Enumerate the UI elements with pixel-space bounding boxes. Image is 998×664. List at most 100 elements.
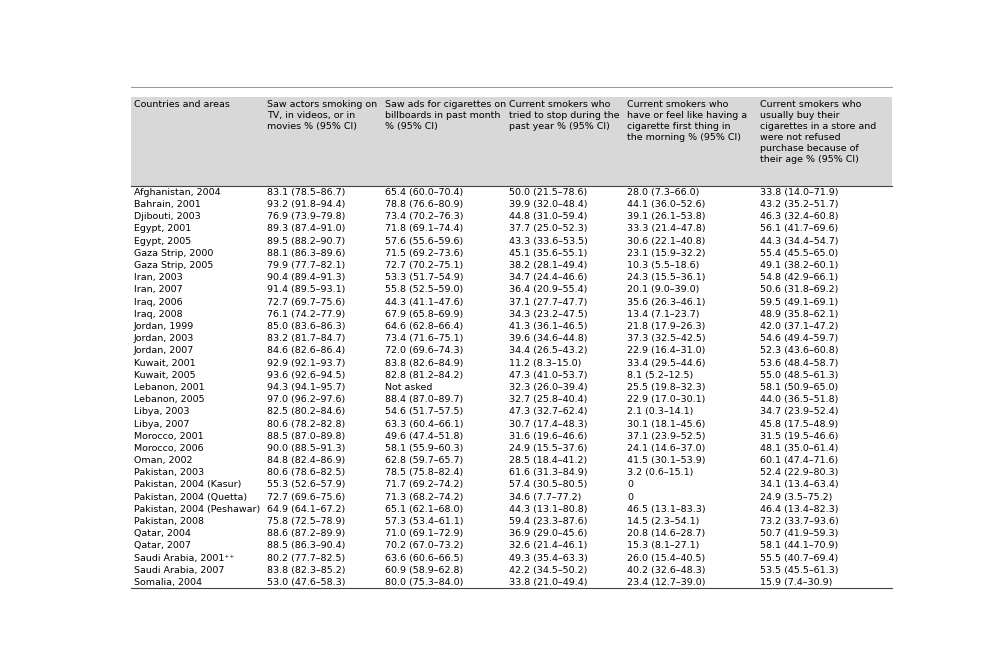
Text: 35.6 (26.3–46.1): 35.6 (26.3–46.1) bbox=[627, 297, 706, 307]
Text: 36.4 (20.9–55.4): 36.4 (20.9–55.4) bbox=[509, 286, 588, 294]
Text: 37.7 (25.0–52.3): 37.7 (25.0–52.3) bbox=[509, 224, 588, 234]
Text: 60.1 (47.4–71.6): 60.1 (47.4–71.6) bbox=[760, 456, 838, 465]
Text: 88.5 (86.3–90.4): 88.5 (86.3–90.4) bbox=[267, 541, 345, 550]
Text: Saw ads for cigarettes on
billboards in past month
% (95% CI): Saw ads for cigarettes on billboards in … bbox=[385, 100, 506, 131]
Text: 39.6 (34.6–44.8): 39.6 (34.6–44.8) bbox=[509, 334, 588, 343]
Text: 39.1 (26.1–53.8): 39.1 (26.1–53.8) bbox=[627, 212, 706, 221]
Text: Egypt, 2001: Egypt, 2001 bbox=[134, 224, 192, 234]
Text: 53.5 (45.5–61.3): 53.5 (45.5–61.3) bbox=[760, 566, 839, 575]
Text: Libya, 2007: Libya, 2007 bbox=[134, 420, 190, 428]
Text: Oman, 2002: Oman, 2002 bbox=[134, 456, 193, 465]
Text: 64.9 (64.1–67.2): 64.9 (64.1–67.2) bbox=[267, 505, 345, 514]
Text: 97.0 (96.2–97.6): 97.0 (96.2–97.6) bbox=[267, 395, 345, 404]
Text: 40.2 (32.6–48.3): 40.2 (32.6–48.3) bbox=[627, 566, 706, 575]
Text: 52.3 (43.6–60.8): 52.3 (43.6–60.8) bbox=[760, 347, 839, 355]
Bar bbox=[131, 381, 892, 393]
Bar bbox=[131, 308, 892, 320]
Text: 34.1 (13.4–63.4): 34.1 (13.4–63.4) bbox=[760, 481, 839, 489]
Text: 56.1 (41.7–69.6): 56.1 (41.7–69.6) bbox=[760, 224, 838, 234]
Text: 71.7 (69.2–74.2): 71.7 (69.2–74.2) bbox=[385, 481, 463, 489]
Bar bbox=[131, 515, 892, 527]
Bar bbox=[131, 454, 892, 467]
Text: Pakistan, 2003: Pakistan, 2003 bbox=[134, 468, 205, 477]
Text: 53.6 (48.4–58.7): 53.6 (48.4–58.7) bbox=[760, 359, 838, 368]
Text: 55.4 (45.5–65.0): 55.4 (45.5–65.0) bbox=[760, 249, 838, 258]
Text: 10.3 (5.5–18.6): 10.3 (5.5–18.6) bbox=[627, 261, 700, 270]
Text: 88.5 (87.0–89.8): 88.5 (87.0–89.8) bbox=[267, 432, 345, 441]
Text: 71.8 (69.1–74.4): 71.8 (69.1–74.4) bbox=[385, 224, 463, 234]
Text: 33.8 (21.0–49.4): 33.8 (21.0–49.4) bbox=[509, 578, 588, 587]
Bar bbox=[131, 186, 892, 199]
Text: 72.7 (69.7–75.6): 72.7 (69.7–75.6) bbox=[267, 297, 345, 307]
Bar bbox=[131, 418, 892, 430]
Bar bbox=[131, 393, 892, 406]
Text: 83.8 (82.6–84.9): 83.8 (82.6–84.9) bbox=[385, 359, 463, 368]
Bar bbox=[131, 491, 892, 503]
Text: 42.2 (34.5–50.2): 42.2 (34.5–50.2) bbox=[509, 566, 588, 575]
Text: 30.1 (18.1–45.6): 30.1 (18.1–45.6) bbox=[627, 420, 706, 428]
Text: Kuwait, 2005: Kuwait, 2005 bbox=[134, 371, 196, 380]
Text: Jordan, 2007: Jordan, 2007 bbox=[134, 347, 195, 355]
Text: 53.0 (47.6–58.3): 53.0 (47.6–58.3) bbox=[267, 578, 345, 587]
Text: 30.6 (22.1–40.8): 30.6 (22.1–40.8) bbox=[627, 236, 706, 246]
Text: 22.9 (16.4–31.0): 22.9 (16.4–31.0) bbox=[627, 347, 706, 355]
Text: 55.3 (52.6–57.9): 55.3 (52.6–57.9) bbox=[267, 481, 345, 489]
Bar bbox=[131, 442, 892, 454]
Text: 80.0 (75.3–84.0): 80.0 (75.3–84.0) bbox=[385, 578, 463, 587]
Text: 88.4 (87.0–89.7): 88.4 (87.0–89.7) bbox=[385, 395, 463, 404]
Text: 34.3 (23.2–47.5): 34.3 (23.2–47.5) bbox=[509, 310, 588, 319]
Text: 31.6 (19.6–46.6): 31.6 (19.6–46.6) bbox=[509, 432, 588, 441]
Text: 46.5 (13.1–83.3): 46.5 (13.1–83.3) bbox=[627, 505, 706, 514]
Text: Current smokers who
usually buy their
cigarettes in a store and
were not refused: Current smokers who usually buy their ci… bbox=[760, 100, 876, 164]
Text: 24.9 (3.5–75.2): 24.9 (3.5–75.2) bbox=[760, 493, 832, 502]
Text: 44.3 (13.1–80.8): 44.3 (13.1–80.8) bbox=[509, 505, 588, 514]
Bar bbox=[131, 479, 892, 491]
Text: 32.6 (21.4–46.1): 32.6 (21.4–46.1) bbox=[509, 541, 588, 550]
Text: 14.5 (2.3–54.1): 14.5 (2.3–54.1) bbox=[627, 517, 700, 526]
Text: 71.3 (68.2–74.2): 71.3 (68.2–74.2) bbox=[385, 493, 463, 502]
Text: Current smokers who
have or feel like having a
cigarette first thing in
the morn: Current smokers who have or feel like ha… bbox=[627, 100, 748, 142]
Text: 58.1 (55.9–60.3): 58.1 (55.9–60.3) bbox=[385, 444, 463, 453]
Text: Morocco, 2006: Morocco, 2006 bbox=[134, 444, 204, 453]
Text: 45.8 (17.5–48.9): 45.8 (17.5–48.9) bbox=[760, 420, 838, 428]
Text: 50.0 (21.5–78.6): 50.0 (21.5–78.6) bbox=[509, 188, 588, 197]
Text: 32.7 (25.8–40.4): 32.7 (25.8–40.4) bbox=[509, 395, 588, 404]
Text: 64.6 (62.8–66.4): 64.6 (62.8–66.4) bbox=[385, 322, 463, 331]
Text: 49.6 (47.4–51.8): 49.6 (47.4–51.8) bbox=[385, 432, 463, 441]
Text: 54.6 (51.7–57.5): 54.6 (51.7–57.5) bbox=[385, 407, 463, 416]
Bar bbox=[131, 96, 892, 186]
Text: 57.3 (53.4–61.1): 57.3 (53.4–61.1) bbox=[385, 517, 464, 526]
Text: 73.4 (71.6–75.1): 73.4 (71.6–75.1) bbox=[385, 334, 463, 343]
Bar bbox=[131, 222, 892, 235]
Text: Iran, 2007: Iran, 2007 bbox=[134, 286, 183, 294]
Text: 24.1 (14.6–37.0): 24.1 (14.6–37.0) bbox=[627, 444, 706, 453]
Text: Saudi Arabia, 2007: Saudi Arabia, 2007 bbox=[134, 566, 225, 575]
Text: Not asked: Not asked bbox=[385, 383, 432, 392]
Text: 21.8 (17.9–26.3): 21.8 (17.9–26.3) bbox=[627, 322, 706, 331]
Text: 58.1 (50.9–65.0): 58.1 (50.9–65.0) bbox=[760, 383, 838, 392]
Text: 71.0 (69.1–72.9): 71.0 (69.1–72.9) bbox=[385, 529, 463, 539]
Bar bbox=[131, 430, 892, 442]
Text: 53.3 (51.7–54.9): 53.3 (51.7–54.9) bbox=[385, 273, 464, 282]
Text: 37.3 (32.5–42.5): 37.3 (32.5–42.5) bbox=[627, 334, 706, 343]
Bar bbox=[131, 247, 892, 259]
Text: 47.3 (41.0–53.7): 47.3 (41.0–53.7) bbox=[509, 371, 588, 380]
Text: 48.9 (35.8–62.1): 48.9 (35.8–62.1) bbox=[760, 310, 838, 319]
Text: Gaza Strip, 2005: Gaza Strip, 2005 bbox=[134, 261, 214, 270]
Text: 72.7 (69.6–75.6): 72.7 (69.6–75.6) bbox=[267, 493, 345, 502]
Text: 49.3 (35.4–63.3): 49.3 (35.4–63.3) bbox=[509, 554, 588, 562]
Text: 84.8 (82.4–86.9): 84.8 (82.4–86.9) bbox=[267, 456, 345, 465]
Text: 60.9 (58.9–62.8): 60.9 (58.9–62.8) bbox=[385, 566, 463, 575]
Text: 76.1 (74.2–77.9): 76.1 (74.2–77.9) bbox=[267, 310, 345, 319]
Bar bbox=[131, 357, 892, 369]
Text: 43.2 (35.2–51.7): 43.2 (35.2–51.7) bbox=[760, 200, 839, 209]
Text: 63.3 (60.4–66.1): 63.3 (60.4–66.1) bbox=[385, 420, 464, 428]
Text: 20.1 (9.0–39.0): 20.1 (9.0–39.0) bbox=[627, 286, 700, 294]
Text: 37.1 (27.7–47.7): 37.1 (27.7–47.7) bbox=[509, 297, 588, 307]
Text: 78.5 (75.8–82.4): 78.5 (75.8–82.4) bbox=[385, 468, 463, 477]
Text: Afghanistan, 2004: Afghanistan, 2004 bbox=[134, 188, 221, 197]
Bar bbox=[131, 576, 892, 588]
Text: 79.9 (77.7–82.1): 79.9 (77.7–82.1) bbox=[267, 261, 345, 270]
Text: Lebanon, 2001: Lebanon, 2001 bbox=[134, 383, 205, 392]
Text: 59.5 (49.1–69.1): 59.5 (49.1–69.1) bbox=[760, 297, 838, 307]
